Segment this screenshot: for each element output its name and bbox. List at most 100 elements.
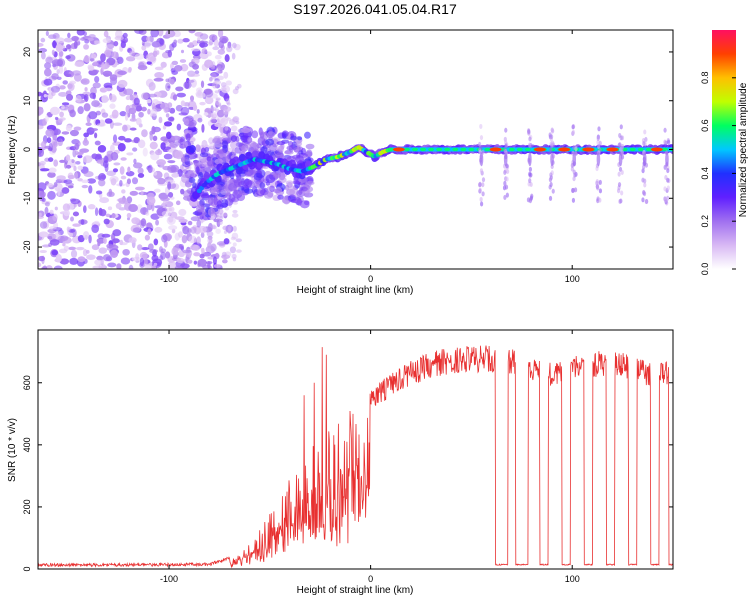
spectrogram-cell [265,181,270,186]
spectrogram-cell [120,40,126,49]
spectrogram-cell [91,153,98,160]
spectrogram-cell [504,127,508,133]
spectrogram-cell [154,71,164,79]
spectrogram-cell [77,165,84,171]
spectrogram-cell [155,219,159,226]
spectrogram-cell [62,242,66,247]
spectrogram-cell [304,131,311,139]
spectrogram-cell [83,103,91,112]
spectrogram-cell [200,194,211,199]
spectrogram-cell [47,157,54,162]
spectrogram-cell [55,138,62,142]
spectrogram-cell [186,79,195,83]
spectrogram-cell [212,81,218,89]
spectrogram-cell [217,48,226,55]
spectrogram-cell [174,150,184,160]
spectrogram-cell [141,129,148,138]
spectrogram-cell [83,55,90,63]
colorbar-tick-label: 0.6 [700,119,710,132]
spectrogram-cell [103,155,109,164]
spectrogram-cell [66,164,72,169]
spectrogram-cell [620,190,624,196]
spectrogram-cell [204,147,210,153]
spectrogram-cell [75,246,85,251]
spectrogram-cell [92,62,99,67]
spectrogram-cell [129,127,137,131]
spectrogram-cell [159,246,163,253]
spectrogram-cell [199,253,205,259]
spectrogram-cell [296,136,303,141]
spectrogram-cell [452,147,459,152]
spectrogram-cell [109,94,117,103]
spectrogram-cell [227,153,232,160]
spectrogram-cell [123,88,134,96]
spectrogram-cell [570,166,574,172]
spectrogram-cell [192,182,197,189]
spectrogram-cell [192,40,198,47]
spectrogram-cell [41,197,46,202]
spectrogram-cell [77,235,85,243]
spectrogram-cell [150,30,159,38]
spectrogram-cell [45,30,49,37]
spectrogram-cell [96,123,106,127]
spectrogram-cell [299,200,310,209]
spectrogram-cell [188,170,197,178]
spectrogram-cell [173,30,182,38]
spectrogram-cell [460,147,467,152]
spectrogram-cell [180,100,186,107]
spectrogram-cell [86,254,96,260]
spectrogram-cell [77,154,83,159]
spectrogram-cell [666,139,671,145]
spectrogram-cell [528,171,532,177]
snr-series-line [38,345,673,569]
spectrogram-cell [109,74,118,81]
spectrogram-cell [148,82,156,91]
spectrogram-cell [661,147,668,152]
spectrogram-cell [114,35,124,41]
spectrogram-cell [190,73,200,77]
spectrogram-cell [207,159,214,167]
spectrogram-cell [47,236,53,240]
colorbar-gradient [712,30,736,269]
spectrogram-cell [94,76,100,83]
spectrogram-cell [642,141,646,147]
spectrogram-cell [528,178,532,184]
spectrogram-cell [263,191,274,199]
spectrogram-cell [65,55,71,60]
spectrogram-cell [551,140,555,146]
spectrogram-cell [666,185,670,191]
spectrogram-cell [168,215,174,223]
spectrogram-cell [200,232,205,238]
spectrogram-cell [184,118,190,126]
spectrogram-cell [118,135,126,141]
spectrogram-cell [251,130,259,139]
spectrogram-cell [206,231,214,237]
spectrogram-cell [216,215,224,220]
spectrogram-cell [106,191,115,198]
spectrogram-cell [99,209,107,217]
spectrogram-cell [195,92,206,99]
spectrogram-cell [103,254,111,262]
spectrogram-cell [644,136,648,142]
spectrogram-cell [152,258,163,267]
spectrogram-cell [527,142,532,148]
spectrogram-cell [208,113,214,118]
spectrogram-cell [199,152,209,158]
snr-ticks: -100 0 100 0 200 400 600 [22,330,673,584]
spectrogram-cell [100,174,107,180]
spectrogram-cell [38,231,49,238]
spectrogram-cell [528,166,532,172]
spectrogram-cell [40,168,50,172]
spectrogram-cell [43,94,48,98]
spectrogram-cell [226,45,233,53]
spectrogram-cell [94,132,98,139]
spectrogram-cell [267,131,275,138]
spectrogram-cell [551,188,555,194]
spectrogram-cell [103,237,107,245]
spectrogram-cell [196,220,202,228]
spectrogram-cell [220,202,229,208]
spectrogram-cell [149,249,159,254]
spectrogram-cell [173,39,178,45]
spectrogram-cell [598,140,602,146]
